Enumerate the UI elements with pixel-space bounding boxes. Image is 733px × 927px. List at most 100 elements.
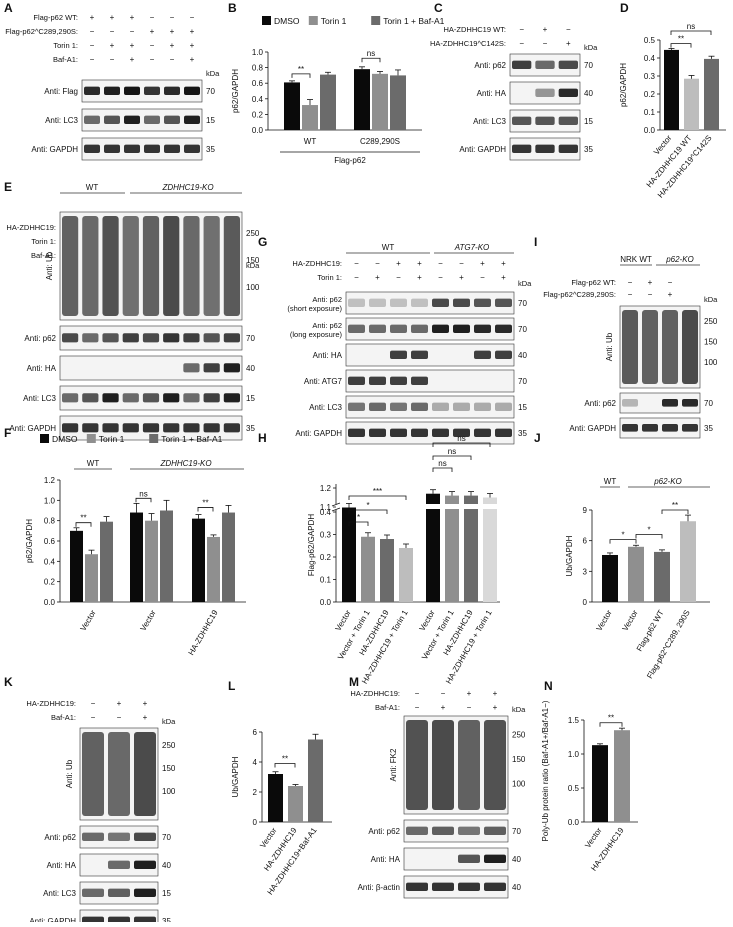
y-tick-label: 6 xyxy=(583,537,588,546)
band xyxy=(406,882,428,891)
antibody-label: Anti: Ub xyxy=(605,332,614,361)
mw-marker: 15 xyxy=(162,889,171,898)
blot-strip xyxy=(403,875,509,899)
bar xyxy=(628,546,644,602)
antibody-label: Anti: p62 xyxy=(44,833,76,842)
band xyxy=(474,402,491,411)
mw-marker: 100 xyxy=(246,283,260,292)
band xyxy=(682,424,698,432)
condition-sign: − xyxy=(415,689,420,698)
condition-sign: − xyxy=(480,273,485,282)
band xyxy=(662,424,678,432)
legend-swatch xyxy=(86,434,96,443)
band xyxy=(82,916,104,925)
bar xyxy=(284,82,300,130)
panel-letter: L xyxy=(228,679,235,693)
significance-bracket xyxy=(348,495,407,500)
footer-label: Flag-p62 xyxy=(334,156,366,165)
significance-bracket xyxy=(432,442,491,447)
condition-label: HA-ZDHHC19: xyxy=(6,223,56,232)
band xyxy=(203,393,220,403)
mw-marker: 40 xyxy=(162,861,171,870)
y-tick-label: 1.5 xyxy=(568,716,580,725)
group-label: ATG7-KO xyxy=(454,243,490,252)
band xyxy=(144,86,160,95)
significance-bracket xyxy=(609,539,637,544)
condition-sign: − xyxy=(150,13,155,22)
panel-letter: F xyxy=(4,426,11,440)
condition-sign: + xyxy=(190,41,195,50)
significance-label: * xyxy=(647,526,650,535)
y-tick-label: 0.4 xyxy=(44,557,56,566)
condition-sign: + xyxy=(501,259,506,268)
antibody-label: Anti: LC3 xyxy=(309,403,342,412)
condition-sign: + xyxy=(417,273,422,282)
band xyxy=(390,428,407,437)
significance-bracket xyxy=(661,509,689,514)
smear-lane xyxy=(406,720,428,810)
blot-frame xyxy=(81,79,203,103)
band xyxy=(348,376,365,385)
band xyxy=(406,826,428,835)
condition-sign: − xyxy=(438,259,443,268)
significance-bracket xyxy=(274,763,296,768)
antibody-label: Anti: HA xyxy=(27,364,57,373)
band xyxy=(662,399,678,407)
band xyxy=(495,428,512,437)
ub-blot xyxy=(619,305,701,389)
antibody-label: Anti: HA xyxy=(371,855,401,864)
condition-sign: − xyxy=(90,55,95,64)
condition-sign: − xyxy=(415,703,420,712)
significance-label: ns xyxy=(448,447,456,456)
bar xyxy=(70,530,83,602)
group-label: WT xyxy=(382,243,395,252)
significance-bracket xyxy=(197,507,214,512)
blot-frame xyxy=(345,421,515,445)
significance-bracket xyxy=(432,455,472,460)
band xyxy=(108,888,130,897)
y-tick-label: 0.1 xyxy=(644,108,656,117)
bar xyxy=(222,512,235,602)
significance-label: ** xyxy=(678,35,684,44)
y-tick-label: 9 xyxy=(583,506,588,515)
band xyxy=(163,423,180,433)
western-blot-panels: A Flag-p62 WT: + + + − − − Flag-p62^C289,290S: − −… xyxy=(4,1,718,927)
blot-strip xyxy=(59,325,243,351)
condition-sign: + xyxy=(130,41,135,50)
condition-label: Flag-p62 WT: xyxy=(33,13,78,22)
condition-sign: + xyxy=(441,703,446,712)
legend-swatch xyxy=(40,434,49,443)
blot-frame xyxy=(81,137,203,161)
panel-letter: D xyxy=(620,1,629,15)
blot-strip xyxy=(81,137,203,161)
x-tick-label: Vector xyxy=(79,608,98,632)
smear-lane xyxy=(62,216,79,316)
panel-letter: K xyxy=(4,675,13,689)
condition-label: Flag-p62^C289,290S: xyxy=(543,290,616,299)
band xyxy=(134,916,156,925)
antibody-label: Anti: Flag xyxy=(44,87,78,96)
band xyxy=(411,350,428,359)
band xyxy=(134,832,156,841)
condition-sign: + xyxy=(543,25,548,34)
mw-marker: 40 xyxy=(246,364,255,373)
mw-marker: 35 xyxy=(246,424,255,433)
significance-bracket xyxy=(348,521,369,526)
band xyxy=(163,333,180,343)
mw-marker: 70 xyxy=(518,325,527,334)
smear-lane xyxy=(122,216,139,316)
x-tick-label: Vector xyxy=(258,826,279,850)
group-label: WT xyxy=(604,477,617,486)
bar xyxy=(372,73,388,130)
blot-strip xyxy=(79,853,159,877)
condition-sign: + xyxy=(170,41,175,50)
panel-g: G WT ATG7-KO HA-ZDHHC19: − − + + − − + + Torin 1: − + −… xyxy=(258,235,532,445)
blot-strip xyxy=(79,825,159,849)
bar xyxy=(426,493,440,602)
band xyxy=(104,115,120,124)
antibody-label: Anti: p62 xyxy=(368,827,400,836)
kda-label: kDa xyxy=(584,43,598,52)
y-tick-label: 1.2 xyxy=(44,476,56,485)
